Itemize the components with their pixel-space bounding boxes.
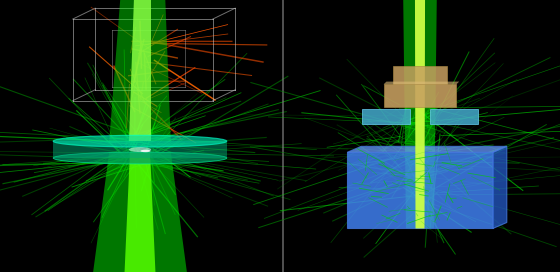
Ellipse shape xyxy=(53,152,227,164)
Polygon shape xyxy=(129,0,151,141)
Polygon shape xyxy=(384,82,459,84)
Bar xyxy=(347,152,493,228)
Polygon shape xyxy=(415,0,425,228)
Polygon shape xyxy=(92,152,188,272)
Polygon shape xyxy=(124,152,156,272)
Bar xyxy=(393,66,447,84)
Polygon shape xyxy=(347,146,507,152)
Ellipse shape xyxy=(129,147,151,152)
Polygon shape xyxy=(109,0,171,141)
Bar xyxy=(430,109,478,124)
FancyBboxPatch shape xyxy=(53,141,227,158)
Bar xyxy=(362,109,410,124)
Ellipse shape xyxy=(53,135,227,147)
Ellipse shape xyxy=(141,150,151,152)
Bar xyxy=(384,84,456,107)
Polygon shape xyxy=(493,146,507,228)
Polygon shape xyxy=(403,0,437,228)
